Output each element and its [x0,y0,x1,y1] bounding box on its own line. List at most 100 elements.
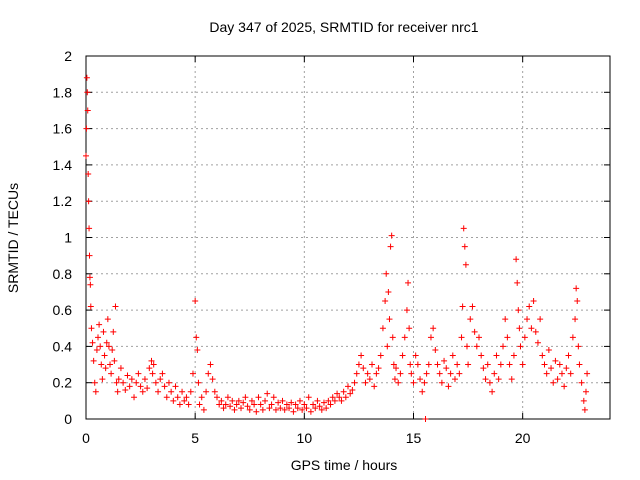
data-point [323,405,330,412]
data-point [107,361,114,368]
data-point [214,394,220,401]
data-point [200,406,207,413]
data-point [469,303,476,310]
data-point [447,370,454,377]
data-point [165,379,172,386]
data-point [86,252,93,259]
data-point [87,303,94,310]
data-point [314,397,321,404]
data-point [460,225,467,232]
data-point [150,361,157,368]
data-point [207,361,214,368]
data-point [222,401,229,408]
data-point [99,376,106,383]
data-point [524,316,531,323]
data-point [133,379,140,386]
data-point [362,379,369,386]
data-point [401,334,408,341]
data-point [103,339,110,346]
data-point [91,379,98,386]
y-tick-label: 1 [64,230,72,246]
data-point [510,352,517,359]
data-points [83,74,591,422]
y-tick-label: 1.4 [53,157,73,173]
data-point [441,357,448,364]
data-point [89,339,96,346]
data-point [508,376,515,383]
data-point [246,406,253,413]
data-point [195,379,202,386]
data-point [268,401,275,408]
data-point [385,288,392,295]
data-point [493,352,500,359]
data-point [112,303,119,310]
data-point [157,376,164,383]
data-point [111,357,118,364]
data-point [189,370,196,377]
y-tick-labels: 0 0.2 0.4 0.6 0.8 1 1.2 1.4 1.6 1.8 2 [53,48,73,427]
data-point [251,401,258,408]
data-point [473,343,480,350]
data-point [84,89,91,96]
data-point [292,401,299,408]
data-point [88,325,95,332]
data-point [135,370,142,377]
data-point [205,370,212,377]
x-tick-label: 5 [191,430,199,446]
data-point [327,401,334,408]
data-point [168,388,175,395]
data-point [85,198,92,205]
data-point [93,347,100,354]
data-point [514,279,521,286]
data-point [262,397,269,404]
data-point [360,365,367,372]
data-point [371,383,378,390]
data-point [575,343,582,350]
data-point [574,298,581,305]
data-point [373,370,380,377]
data-point [183,394,190,401]
data-point [382,298,389,305]
data-point [567,370,574,377]
data-point [397,370,404,377]
data-point [281,406,288,413]
data-point [462,261,469,268]
data-point [193,334,200,341]
data-point [480,365,487,372]
data-point [114,388,121,395]
data-point [84,107,91,114]
data-point [537,316,544,323]
data-point [235,397,242,404]
data-point [383,270,390,277]
data-point [96,321,103,328]
data-point [224,394,231,401]
data-point [387,243,394,250]
data-point [434,361,441,368]
data-point [548,365,555,372]
data-point [443,365,450,372]
data-point [561,383,568,390]
data-point [176,401,183,408]
data-point [170,397,177,404]
data-point [240,399,247,406]
data-point [196,401,203,408]
data-point [299,406,306,413]
data-point [336,394,343,401]
data-point [110,328,117,335]
data-point [419,388,426,395]
data-point [563,365,570,372]
data-point [334,390,341,397]
data-point [85,170,92,177]
data-point [425,361,432,368]
data-point [528,325,535,332]
data-point [543,370,550,377]
chart-title: Day 347 of 2025, SRMTID for receiver nrc… [209,19,478,35]
data-point [526,303,533,310]
data-point [102,365,109,372]
data-point [379,325,386,332]
data-point [244,403,251,410]
data-point [101,352,108,359]
data-point [403,307,410,314]
data-point [264,390,271,397]
data-point [391,376,398,383]
